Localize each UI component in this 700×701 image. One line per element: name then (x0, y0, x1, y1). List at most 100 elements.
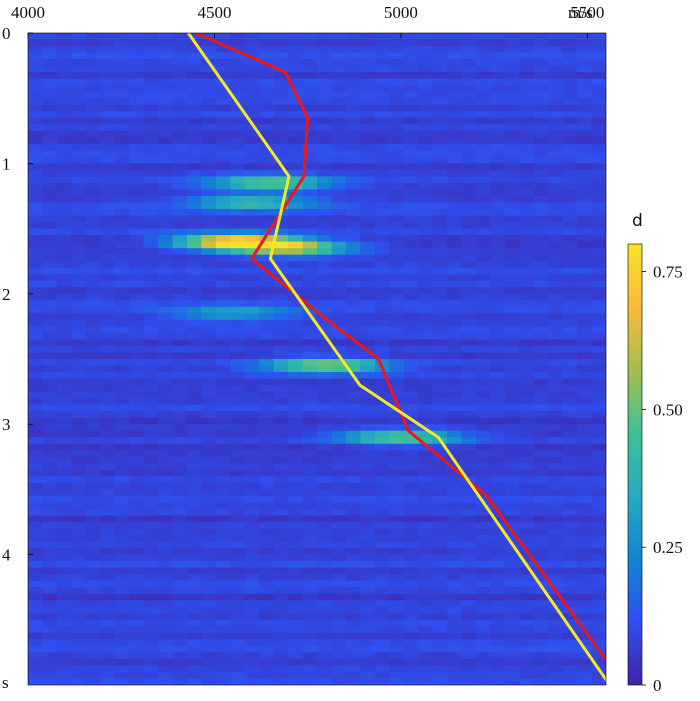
heatmap-cell (577, 143, 593, 151)
heatmap-cell (42, 522, 58, 530)
heatmap-cell (230, 600, 246, 608)
heatmap-cell (374, 554, 390, 562)
heatmap-cell (244, 98, 260, 106)
heatmap-cell (447, 150, 463, 158)
heatmap-cell (259, 515, 275, 523)
heatmap-cell (158, 150, 174, 158)
heatmap-cell (42, 456, 58, 464)
heatmap-cell (447, 430, 463, 438)
heatmap-cell (129, 443, 145, 451)
heatmap-cell (114, 189, 130, 197)
heatmap-cell (302, 398, 318, 406)
heatmap-cell (519, 443, 535, 451)
heatmap-cell (504, 46, 520, 54)
heatmap-cell (71, 580, 87, 588)
heatmap-cell (389, 626, 405, 634)
heatmap-cell (129, 352, 145, 360)
heatmap-cell (244, 137, 260, 145)
heatmap-cell (432, 482, 448, 490)
heatmap-cell (100, 645, 116, 653)
heatmap-cell (42, 580, 58, 588)
heatmap-cell (533, 202, 549, 210)
heatmap-cell (288, 528, 304, 536)
heatmap-cell (302, 639, 318, 647)
heatmap-cell (42, 182, 58, 191)
heatmap-cell (85, 345, 101, 354)
heatmap-cell (490, 593, 506, 601)
heatmap-cell (317, 619, 333, 627)
heatmap-cell (360, 235, 376, 243)
heatmap-cell (28, 658, 44, 667)
heatmap-cell (389, 554, 405, 562)
heatmap-cell (215, 235, 231, 243)
heatmap-cell (504, 85, 520, 93)
heatmap-cell (42, 209, 58, 217)
heatmap-cell (158, 345, 174, 354)
heatmap-cell (447, 548, 463, 556)
heatmap-cell (186, 163, 202, 171)
heatmap-cell (143, 450, 159, 458)
heatmap-cell (158, 196, 174, 204)
heatmap-cell (475, 678, 491, 685)
heatmap-cell (71, 137, 87, 145)
heatmap-cell (230, 39, 246, 47)
heatmap-cell (129, 671, 145, 680)
heatmap-cell (418, 85, 434, 93)
heatmap-cell (28, 411, 44, 419)
heatmap-cell (345, 593, 361, 601)
heatmap-cell (533, 443, 549, 451)
heatmap-cell (302, 548, 318, 556)
heatmap-cell (201, 261, 217, 269)
heatmap-cell (360, 189, 376, 197)
heatmap-cell (288, 163, 304, 171)
heatmap-cell (42, 671, 58, 680)
heatmap-cell (577, 600, 593, 608)
heatmap-cell (475, 209, 491, 217)
heatmap-cell (71, 52, 87, 60)
heatmap-cell (172, 652, 188, 660)
heatmap-cell (273, 287, 289, 295)
heatmap-cell (71, 235, 87, 243)
heatmap-cell (143, 274, 159, 282)
heatmap-cell (85, 319, 101, 327)
heatmap-cell (302, 456, 318, 464)
heatmap-cell (288, 189, 304, 197)
heatmap-cell (288, 33, 304, 41)
heatmap-cell (475, 606, 491, 614)
heatmap-cell (475, 645, 491, 653)
heatmap-cell (244, 606, 260, 614)
heatmap-cell (215, 215, 231, 223)
heatmap-cell (331, 417, 347, 425)
heatmap-cell (302, 228, 318, 236)
heatmap-cell (533, 254, 549, 262)
heatmap-cell (244, 326, 260, 334)
heatmap-cell (201, 332, 217, 341)
heatmap-cell (504, 658, 520, 667)
heatmap-cell (230, 476, 246, 484)
heatmap-cell (345, 300, 361, 308)
heatmap-cell (504, 417, 520, 425)
heatmap-cell (577, 117, 593, 125)
heatmap-cell (548, 463, 564, 471)
heatmap-cell (331, 678, 347, 685)
heatmap-cell (288, 404, 304, 412)
heatmap-cell (374, 658, 390, 667)
heatmap-cell (432, 508, 448, 517)
heatmap-cell (288, 391, 304, 399)
heatmap-cell (403, 111, 419, 119)
heatmap-cell (562, 124, 578, 132)
heatmap-cell (85, 417, 101, 425)
heatmap-cell (71, 156, 87, 164)
heatmap-cell (360, 482, 376, 490)
heatmap-cell (201, 209, 217, 217)
heatmap-cell (548, 424, 564, 432)
heatmap-cell (548, 561, 564, 569)
heatmap-cell (461, 658, 477, 667)
heatmap-cell (548, 548, 564, 556)
heatmap-cell (114, 163, 130, 171)
heatmap-cell (418, 600, 434, 608)
heatmap-cell (533, 78, 549, 86)
heatmap-cell (158, 678, 174, 685)
heatmap-cell (71, 678, 87, 685)
heatmap-cell (461, 143, 477, 151)
